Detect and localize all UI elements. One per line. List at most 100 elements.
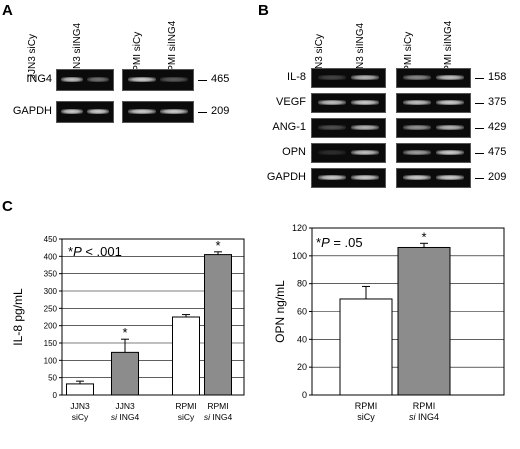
y-tick-label: 20 — [297, 362, 307, 372]
gel-block — [396, 68, 471, 88]
y-tick-label: 50 — [48, 374, 57, 383]
category-label-line2: siCy — [178, 412, 195, 422]
category-label-text: ING4 — [415, 412, 439, 422]
size-marker-tick — [475, 178, 484, 179]
gel-band — [86, 109, 109, 114]
y-tick-label: 150 — [44, 339, 58, 348]
gel-row-label: GAPDH — [12, 105, 52, 117]
gel-band — [435, 175, 465, 180]
p-value-annotation: *P < .001 — [68, 244, 122, 259]
size-marker-tick — [475, 78, 484, 79]
y-axis-label: IL-8 pg/mL — [11, 288, 25, 346]
size-label: 209 — [211, 105, 230, 117]
y-tick-label: 300 — [44, 287, 58, 296]
gel-band — [160, 77, 188, 82]
size-marker-tick — [198, 112, 207, 113]
category-label-line1: JJN3 — [70, 401, 90, 411]
y-tick-label: 400 — [44, 252, 58, 261]
gel-band — [435, 75, 465, 80]
panel-c-letter: C — [2, 198, 13, 215]
category-italic-prefix: si — [204, 412, 211, 422]
y-tick-label: 350 — [44, 270, 58, 279]
gel-band — [435, 100, 465, 105]
significance-star: * — [215, 238, 220, 253]
gel-band — [435, 125, 465, 130]
category-label-text: ING4 — [210, 412, 232, 422]
gel-band — [350, 100, 380, 105]
p-star: * — [68, 244, 73, 259]
size-marker-tick — [198, 80, 207, 81]
gel-row-label: OPN — [282, 146, 306, 158]
y-tick-label: 0 — [302, 390, 307, 400]
gel-band — [402, 175, 432, 180]
gel-band — [350, 75, 380, 80]
category-label-line1: RPMI — [413, 401, 436, 411]
bar — [111, 351, 139, 396]
y-tick-label: 100 — [44, 356, 58, 365]
size-label: 158 — [488, 71, 507, 83]
y-tick-label: 0 — [53, 391, 58, 400]
category-label-line2: si ING4 — [204, 412, 233, 422]
gel-band — [160, 109, 188, 114]
category-label-line2: si ING4 — [111, 412, 140, 422]
gel-band — [350, 175, 380, 180]
category-label-line1: RPMI — [355, 401, 378, 411]
bar — [339, 298, 393, 396]
y-tick-label: 60 — [297, 307, 307, 317]
p-symbol: P — [73, 244, 82, 259]
p-star: * — [316, 235, 321, 250]
gel-band — [435, 150, 465, 155]
gel-band — [317, 150, 347, 155]
gel-row-label: ING4 — [26, 73, 52, 85]
significance-star: * — [421, 229, 426, 244]
gel-row-label: VEGF — [276, 96, 306, 108]
gel-band — [61, 77, 84, 82]
size-marker-tick — [475, 153, 484, 154]
p-value-annotation: *P = .05 — [316, 235, 363, 250]
category-label-line2: si ING4 — [409, 412, 439, 422]
category-label-line2: siCy — [72, 412, 89, 422]
size-label: 375 — [488, 96, 507, 108]
category-label-line1: JJN3 — [115, 401, 135, 411]
gel-band — [402, 150, 432, 155]
size-label: 209 — [488, 171, 507, 183]
panel-a-letter: A — [2, 2, 13, 19]
size-label: 475 — [488, 146, 507, 158]
bar — [172, 316, 200, 396]
gel-band — [61, 109, 84, 114]
gel-band — [350, 125, 380, 130]
category-label-line1: RPMI — [175, 401, 196, 411]
gel-band — [402, 100, 432, 105]
gel-band — [402, 75, 432, 80]
gel-block — [56, 101, 114, 123]
panel-b-letter: B — [258, 2, 269, 19]
category-italic-prefix: si — [409, 412, 417, 422]
p-value: = .05 — [330, 235, 363, 250]
gel-block — [56, 69, 114, 91]
gel-band — [317, 125, 347, 130]
gel-block — [311, 143, 386, 163]
p-value: < .001 — [82, 244, 122, 259]
size-marker-tick — [475, 103, 484, 104]
category-label-line2: siCy — [357, 412, 375, 422]
p-symbol: P — [321, 235, 330, 250]
gel-block — [396, 93, 471, 113]
category-label-text: siCy — [72, 412, 89, 422]
il8-bar-chart: 0 50 100 150 200 250 300 350 400 450 IL-8 pg/mL *P … — [11, 235, 245, 422]
gel-row-label: ANG-1 — [272, 121, 306, 133]
gel-band — [402, 125, 432, 130]
category-italic-prefix: si — [111, 412, 118, 422]
category-label-text: siCy — [178, 412, 195, 422]
gel-block — [396, 118, 471, 138]
y-tick-label: 200 — [44, 322, 58, 331]
gel-block — [396, 143, 471, 163]
gel-block — [396, 168, 471, 188]
gel-row-label: GAPDH — [266, 171, 306, 183]
size-marker-tick — [475, 128, 484, 129]
bar — [66, 383, 94, 396]
gel-band — [317, 75, 347, 80]
gel-band — [350, 150, 380, 155]
gel-block — [122, 101, 194, 123]
gel-band — [317, 100, 347, 105]
